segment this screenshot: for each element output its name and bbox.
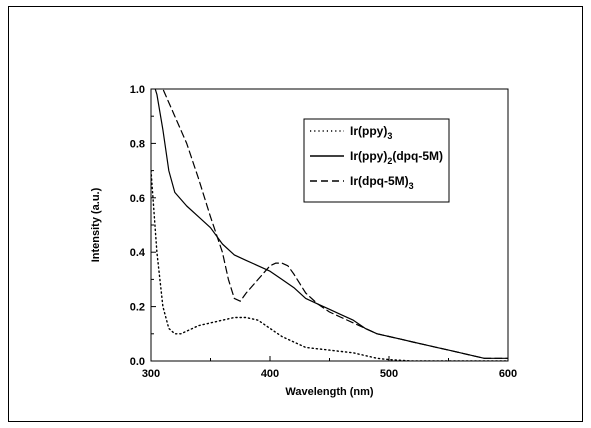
series-line-dotted: [151, 169, 508, 361]
y-tick-label: 0.8: [130, 138, 145, 150]
x-tick-label: 400: [261, 368, 279, 380]
legend-entry: Ir(dpq-5M)3: [350, 174, 414, 191]
axis-layer: 300 400 500 600 0.0 0.2 0.4 0.6 0.8 1.0: [130, 84, 517, 380]
legend-name: Ir(dpq-5M): [350, 174, 409, 188]
legend-suffix: (dpq-5M): [392, 149, 443, 163]
y-tick-label: 0.4: [130, 247, 146, 259]
legend-entry: Ir(ppy)3: [350, 124, 392, 141]
x-axis-title: Wavelength (nm): [285, 386, 374, 398]
y-tick-label: 1.0: [130, 84, 145, 96]
series-layer: [151, 89, 508, 361]
legend-name: Ir(ppy): [350, 124, 387, 138]
y-tick-label: 0.2: [130, 302, 145, 314]
series-line-solid: [154, 89, 508, 359]
legend-subscript: 3: [387, 131, 392, 141]
y-tick-label: 0.6: [130, 193, 145, 205]
x-tick-label: 300: [142, 368, 160, 380]
y-axis-title: Intensity (a.u.): [90, 187, 102, 262]
series-line-dashed: [162, 89, 508, 359]
legend-name: Ir(ppy): [350, 149, 387, 163]
legend-box: [303, 118, 450, 203]
legend-subscript: 3: [409, 181, 414, 191]
legend-entry: Ir(ppy)2(dpq-5M): [350, 149, 443, 166]
x-tick-label: 500: [380, 368, 398, 380]
figure-frame: [8, 6, 583, 422]
y-tick-label: 0.0: [130, 356, 145, 368]
legend-subscript: 2: [387, 156, 392, 166]
legend: Ir(ppy)3Ir(ppy)2(dpq-5M)Ir(dpq-5M)3: [303, 118, 450, 203]
x-tick-label: 600: [499, 368, 517, 380]
